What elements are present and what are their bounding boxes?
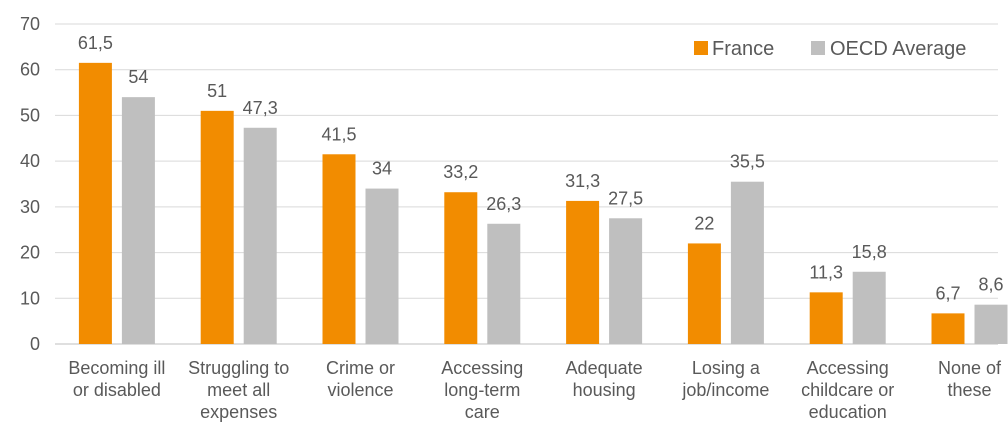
bar-oecd-average [852,271,886,344]
y-tick-label: 10 [20,288,40,308]
data-label: 51 [207,81,227,101]
y-tick-label: 40 [20,151,40,171]
category-label: Crime or violence [326,358,395,400]
data-label: 26,3 [486,194,521,214]
data-label: 33,2 [443,162,478,182]
category-label: Becoming ill or disabled [68,358,165,400]
category-label: Struggling to meet all expenses [188,358,289,422]
category-label: Losing a job/income [681,358,769,400]
y-tick-label: 20 [20,243,40,263]
data-label: 8,6 [978,275,1003,295]
y-axis-ticks: 0 10 20 30 40 50 60 70 [20,14,40,354]
bars [78,62,1008,345]
legend-swatch-france [694,41,708,55]
data-label: 22 [694,213,714,233]
legend-swatch-oecd-average [811,41,825,55]
y-tick-label: 60 [20,60,40,80]
data-label: 54 [128,67,148,87]
category-label: Accessing childcare or education [801,358,894,422]
category-label: Accessing long-term care [441,358,523,422]
data-label: 15,8 [852,242,887,262]
y-tick-label: 70 [20,14,40,34]
bar-oecd-average [487,223,521,344]
data-labels: 61,5 54 51 47,3 41,5 34 33,2 26,3 31,3 27,5 22 35,5… [78,33,1004,304]
data-label: 35,5 [730,152,765,172]
legend: France OECD Average [694,38,966,60]
data-label: 34 [372,159,392,179]
x-axis-categories: Becoming ill or disabled Struggling to meet… [68,358,1002,422]
bar-oecd-average [243,127,277,345]
y-tick-label: 0 [30,334,40,354]
bar-oecd-average [974,304,1008,344]
bar-france [687,243,721,344]
data-label: 41,5 [321,124,356,144]
bar-france [78,62,112,344]
bar-oecd-average [365,188,399,344]
y-tick-label: 30 [20,197,40,217]
data-label: 11,3 [809,262,843,282]
bar-france [566,200,600,344]
bar-france [931,313,965,344]
bar-oecd-average [121,97,155,345]
data-label: 6,7 [935,283,960,303]
bar-france [200,110,234,344]
legend-label-france: France [712,38,774,60]
bar-france [322,154,356,344]
bar-france [809,292,843,344]
bar-france [444,192,478,344]
bar-oecd-average [730,181,764,344]
data-label: 47,3 [243,98,278,118]
data-label: 31,3 [565,171,600,191]
data-label: 61,5 [78,33,113,53]
bar-oecd-average [609,218,643,344]
data-label: 27,5 [608,188,643,208]
legend-label-oecd-average: OECD Average [830,38,966,60]
category-label: None of these [938,358,1002,400]
y-tick-label: 50 [20,105,40,125]
category-label: Adequate housing [566,358,643,400]
